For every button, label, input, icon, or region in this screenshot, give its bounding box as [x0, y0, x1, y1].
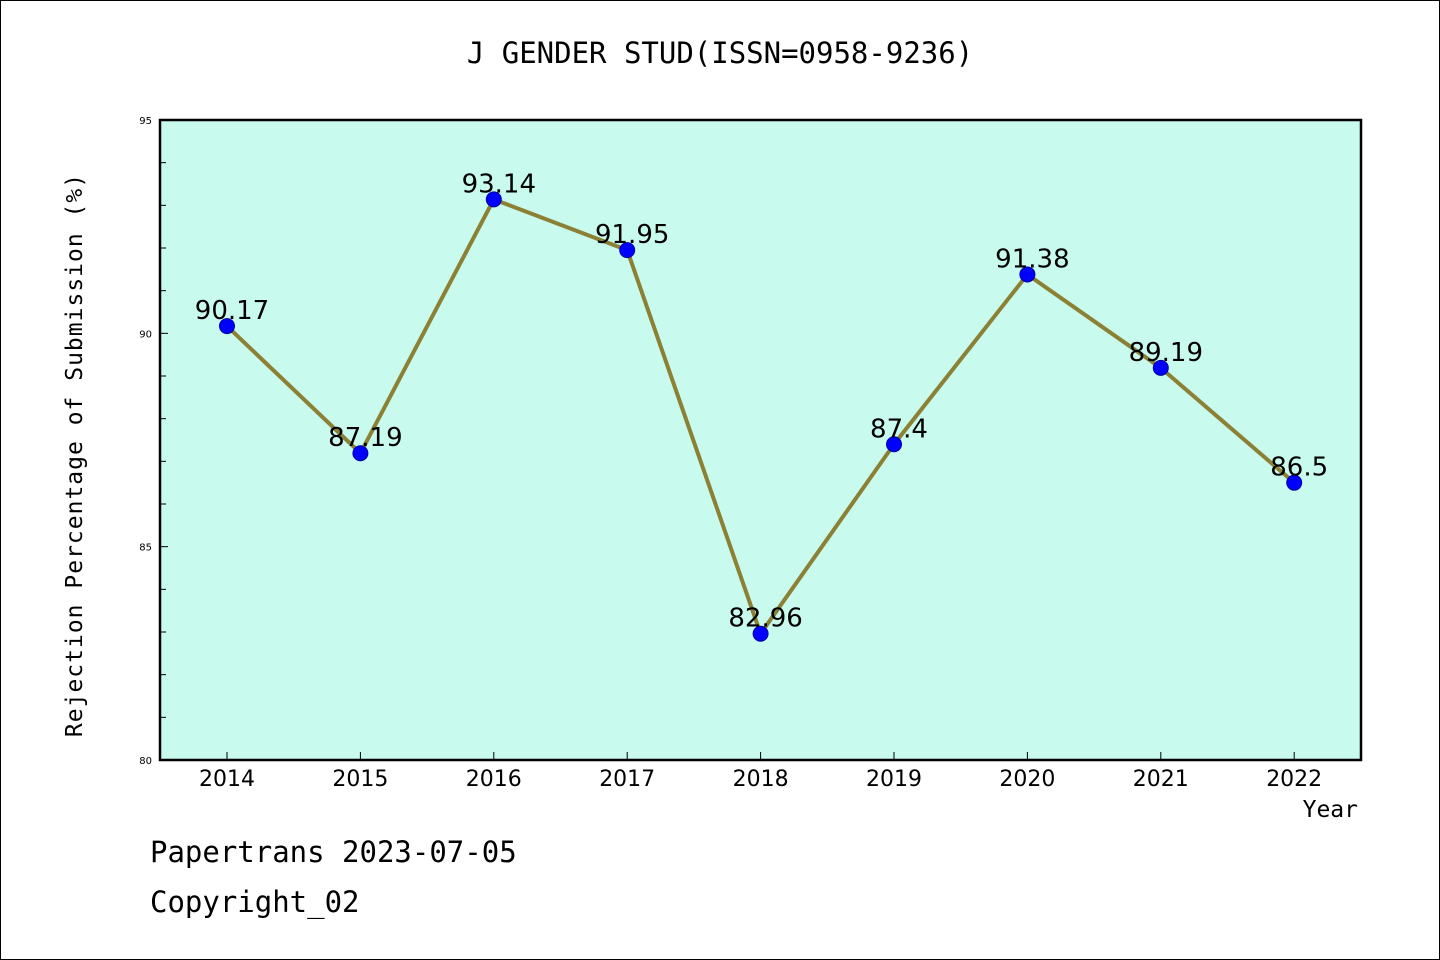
footer-date: Papertrans 2023-07-05: [150, 835, 517, 869]
y-tick-label: 90: [139, 329, 152, 340]
x-tick-label: 2020: [999, 767, 1055, 792]
chart-title: J GENDER STUD(ISSN=0958-9236): [466, 36, 974, 70]
data-label: 86.5: [1270, 453, 1328, 483]
x-tick-label: 2017: [599, 767, 655, 792]
data-labels: 90.17 87.19 93.14 91.95 82.96 87.4 91.38 89.19 8…: [195, 169, 1328, 633]
data-label: 93.14: [462, 169, 536, 199]
data-point: [886, 436, 902, 453]
y-axis: 80 85 90 95: [139, 116, 168, 767]
data-label: 90.17: [195, 296, 269, 326]
data-label: 82.96: [728, 604, 802, 634]
data-label: 91.38: [995, 244, 1069, 274]
y-tick-label: 85: [139, 543, 152, 554]
data-point: [752, 625, 769, 642]
y-tick-label: 95: [139, 116, 152, 127]
x-axis: 2014 2015 2016 2017 2018 2019 2020 2021 2022: [199, 752, 1322, 792]
data-label: 91.95: [595, 220, 669, 250]
data-point: [219, 318, 235, 335]
x-tick-label: 2019: [866, 767, 922, 792]
data-point: [1019, 266, 1036, 283]
x-tick-label: 2022: [1266, 767, 1322, 792]
data-points: [219, 191, 1303, 642]
data-point: [1152, 359, 1169, 376]
data-label: 89.19: [1129, 338, 1203, 368]
x-tick-label: 2021: [1133, 767, 1189, 792]
data-point: [619, 242, 636, 259]
x-tick-label: 2018: [733, 767, 789, 792]
y-tick-label: 80: [139, 756, 152, 767]
data-label: 87.19: [328, 423, 402, 453]
data-point: [352, 445, 369, 462]
data-label: 87.4: [870, 414, 928, 444]
data-point: [1286, 474, 1303, 491]
data-point: [485, 191, 502, 208]
footer-copyright: Copyright_02: [150, 885, 360, 919]
x-tick-label: 2015: [332, 767, 388, 792]
x-axis-label: Year: [1302, 797, 1358, 823]
x-tick-label: 2014: [199, 767, 255, 792]
x-tick-label: 2016: [466, 767, 522, 792]
plot-area: [158, 118, 1363, 762]
